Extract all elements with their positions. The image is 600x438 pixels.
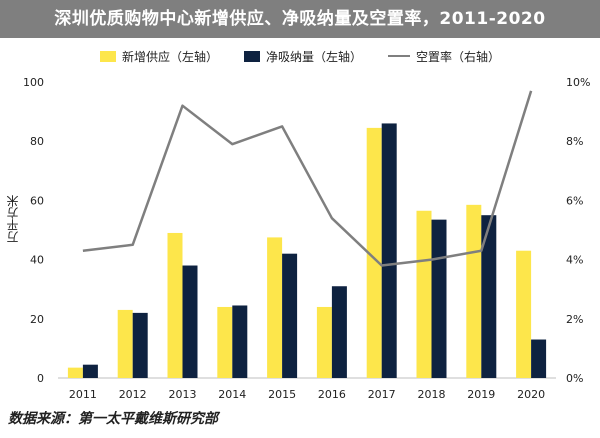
bar-absorption — [82, 364, 98, 378]
bar-supply — [217, 306, 233, 378]
legend: 新增供应（左轴） 净吸纳量（左轴） 空置率（右轴） — [0, 44, 600, 68]
y2-tick-label: 8% — [566, 135, 583, 148]
bar-supply — [67, 367, 83, 378]
x-tick-label: 2013 — [169, 388, 197, 401]
y2-tick-label: 10% — [566, 76, 590, 89]
x-tick-label: 2020 — [517, 388, 545, 401]
bar-supply — [117, 309, 133, 378]
y-tick-label: 0 — [37, 372, 44, 385]
x-tick-label: 2016 — [318, 388, 346, 401]
y2-tick-label: 0% — [566, 372, 583, 385]
x-tick-label: 2011 — [69, 388, 97, 401]
bar-absorption — [531, 339, 547, 378]
y-tick-label: 40 — [30, 254, 44, 267]
x-tick-label: 2014 — [218, 388, 246, 401]
bar-supply — [366, 127, 382, 378]
source-note: 数据来源：第一太平戴维斯研究部 — [8, 411, 218, 427]
x-tick-label: 2018 — [418, 388, 446, 401]
legend-label-absorption: 净吸纳量（左轴） — [265, 49, 362, 64]
bar-absorption — [182, 265, 198, 378]
bar-absorption — [431, 219, 447, 378]
bar-supply — [466, 204, 482, 378]
x-tick-label: 2015 — [268, 388, 296, 401]
chart-title: 深圳优质购物中心新增供应、净吸纳量及空置率，2011-2020 — [0, 0, 600, 38]
y-tick-label: 60 — [30, 194, 44, 207]
bar-absorption — [381, 123, 397, 378]
bar-absorption — [481, 215, 497, 378]
bar-supply — [316, 306, 332, 378]
bar-absorption — [282, 253, 298, 378]
x-tick-label: 2019 — [467, 388, 495, 401]
bar-supply — [516, 250, 532, 378]
legend-item-supply: 新增供应（左轴） — [99, 48, 218, 65]
legend-item-absorption: 净吸纳量（左轴） — [243, 48, 362, 65]
bar-supply — [167, 232, 183, 378]
vacancy-line — [82, 90, 533, 267]
bar-supply — [267, 237, 283, 378]
bar-absorption — [331, 286, 347, 378]
y2-tick-label: 4% — [566, 254, 583, 267]
legend-swatch-vacancy — [388, 55, 410, 57]
legend-label-vacancy: 空置率（右轴） — [416, 49, 501, 64]
legend-item-vacancy: 空置率（右轴） — [388, 48, 500, 65]
y-tick-label: 100 — [23, 76, 44, 89]
y-tick-label: 20 — [30, 313, 44, 326]
legend-swatch-absorption — [243, 50, 260, 62]
y2-tick-label: 2% — [566, 313, 583, 326]
bar-supply — [416, 210, 432, 378]
y2-tick-label: 6% — [566, 194, 583, 207]
x-tick-label: 2012 — [119, 388, 147, 401]
legend-swatch-supply — [99, 50, 116, 62]
legend-label-supply: 新增供应（左轴） — [121, 49, 218, 64]
bar-absorption — [232, 305, 248, 378]
y-tick-label: 80 — [30, 135, 44, 148]
bar-absorption — [132, 312, 148, 378]
x-tick-label: 2017 — [368, 388, 396, 401]
